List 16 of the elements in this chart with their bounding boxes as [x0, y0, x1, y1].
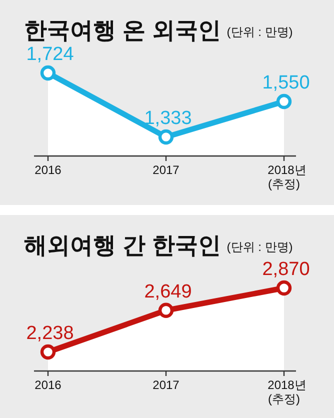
x-tick-label: 2017: [152, 378, 180, 392]
x-tick-label: 2018년 (추정): [268, 378, 306, 406]
data-label: 1,333: [144, 108, 192, 129]
x-tick-label: 2016: [34, 163, 62, 177]
chart-title: 한국여행 온 외국인: [24, 17, 221, 43]
chart-subtitle: (단위 : 만명): [226, 25, 293, 39]
x-tick-label: 2018년 (추정): [268, 163, 306, 191]
data-label: 2,649: [144, 281, 192, 302]
data-label: 2,238: [26, 323, 74, 344]
data-label: 2,870: [262, 259, 310, 280]
data-label: 1,550: [262, 72, 310, 94]
chart-subtitle: (단위 : 만명): [226, 240, 293, 254]
chart-title: 해외여행 간 한국인: [24, 232, 221, 258]
data-label: 1,724: [26, 44, 74, 65]
x-tick-label: 2017: [152, 163, 180, 177]
x-tick-label: 2016: [34, 378, 62, 392]
